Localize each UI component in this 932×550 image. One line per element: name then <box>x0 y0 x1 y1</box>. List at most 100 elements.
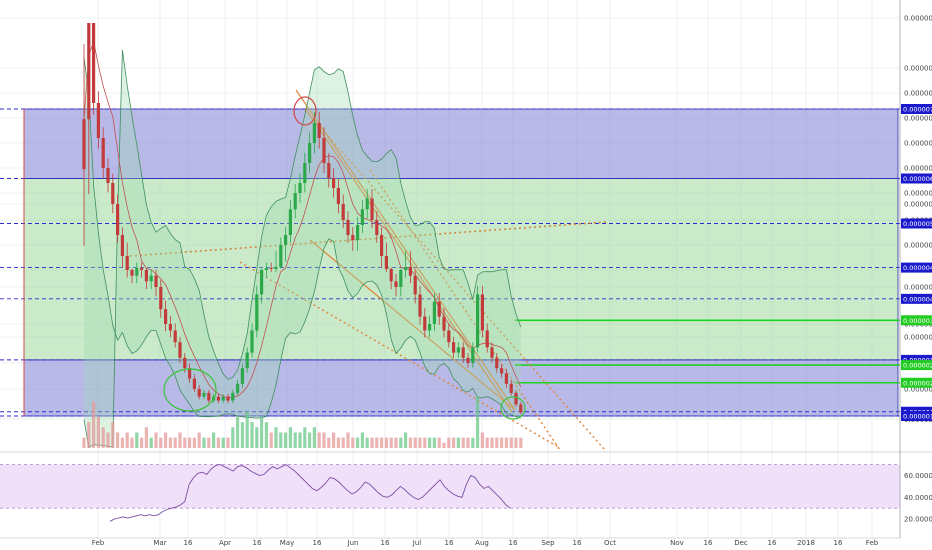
candle-body-41 <box>279 245 283 267</box>
price-tag-0 <box>901 104 932 114</box>
candle-body-47 <box>308 143 312 163</box>
trend-dotted-1 <box>304 109 606 451</box>
volume-bar-34 <box>245 411 249 448</box>
candle-body-85 <box>490 347 494 358</box>
x-tick-label-10: 16 <box>445 539 454 547</box>
candle-body-28 <box>216 396 220 401</box>
bband-mid <box>83 39 522 399</box>
candle-body-69 <box>413 275 417 295</box>
price-tag-label-1: 0.00000629 <box>903 175 932 183</box>
x-tick-label-9: Jul <box>412 539 422 547</box>
candle-body-70 <box>418 294 422 317</box>
volume-bar-10 <box>130 437 134 448</box>
volume-bar-54 <box>341 437 345 448</box>
zones-layer <box>23 108 899 417</box>
volume-bar-35 <box>250 422 254 448</box>
volume-bar-48 <box>312 427 316 448</box>
candle-body-11 <box>135 268 139 276</box>
trend-solid-2 <box>304 107 513 413</box>
price-tag-5 <box>901 315 932 326</box>
candle-body-55 <box>346 220 350 235</box>
volume-bar-5 <box>106 432 110 448</box>
volume-bar-4 <box>101 427 105 448</box>
candle-body-0 <box>82 119 86 170</box>
rsi-tick-label-0: 60.0000 <box>904 472 932 480</box>
y-tick-label-6: 0.00000600 <box>904 190 932 198</box>
x-tick-label-16: Nov <box>670 539 684 547</box>
volume-bar-84 <box>485 437 489 448</box>
candle-body-53 <box>336 188 340 204</box>
candle-body-22 <box>188 368 192 379</box>
candle-body-79 <box>461 347 465 358</box>
volume-bar-70 <box>418 437 422 448</box>
candle-body-80 <box>466 357 470 363</box>
price-tag-6 <box>901 354 932 365</box>
candle-body-31 <box>231 392 235 401</box>
candle-body-66 <box>399 270 403 287</box>
x-tick-label-4: 16 <box>253 539 262 547</box>
volume-bar-89 <box>509 437 513 448</box>
highlight-circles-layer <box>163 96 526 420</box>
volume-bar-87 <box>500 437 504 448</box>
candle-body-20 <box>178 342 182 358</box>
candle-body-46 <box>303 163 307 183</box>
candle-body-33 <box>240 368 244 384</box>
volume-bar-67 <box>404 432 408 448</box>
volume-bar-76 <box>447 437 451 448</box>
volume-bar-78 <box>456 437 460 448</box>
candle-body-44 <box>293 193 297 210</box>
volume-bar-16 <box>159 437 163 448</box>
top-highlight-circle <box>293 96 317 126</box>
y-tick-label-14: 0.00000350 <box>904 334 932 342</box>
price-tag-10 <box>901 411 932 421</box>
x-tick-label-12: 16 <box>509 539 518 547</box>
y-tick-label-3: 0.00000750 <box>904 115 932 123</box>
volume-bar-20 <box>178 432 182 448</box>
volume-bar-61 <box>375 437 379 448</box>
x-tick-label-19: 16 <box>768 539 777 547</box>
trend-dotted-2 <box>369 169 561 451</box>
volume-bar-83 <box>480 432 484 448</box>
candles-layer <box>82 23 523 415</box>
price-tag-label-7: 0.00000296 <box>903 362 932 370</box>
candle-body-12 <box>140 268 144 270</box>
volume-bar-80 <box>466 437 470 448</box>
bottom-highlight-circle-left <box>163 368 217 412</box>
candle-body-76 <box>447 330 451 343</box>
volume-bar-63 <box>384 437 388 448</box>
volume-bar-41 <box>279 432 283 448</box>
volume-bar-27 <box>212 432 216 448</box>
candle-body-35 <box>250 330 254 353</box>
upper-blue-zone <box>23 108 899 179</box>
volume-bar-47 <box>308 432 312 448</box>
candle-body-23 <box>192 378 196 389</box>
candle-body-51 <box>327 163 331 178</box>
volume-bar-38 <box>264 422 268 448</box>
volume-bar-74 <box>437 437 441 448</box>
volume-bar-68 <box>408 437 412 448</box>
candle-body-81 <box>471 347 475 363</box>
volume-bar-21 <box>183 437 187 448</box>
price-tags-layer: 0.00000768 0.00000629 0.00000543 0.00000474… <box>901 104 932 421</box>
trend-solid-3 <box>309 239 516 411</box>
volume-bar-12 <box>140 437 144 448</box>
volume-bar-6 <box>111 422 115 448</box>
volume-bar-39 <box>269 432 273 448</box>
volume-bar-36 <box>255 427 259 448</box>
candle-body-75 <box>442 316 446 331</box>
volume-bar-82 <box>476 396 480 448</box>
price-tag-label-8: 0.00000262 <box>903 379 932 387</box>
price-tag-label-10: 0.00000180 <box>903 413 932 421</box>
candle-body-14 <box>149 275 153 282</box>
candle-body-54 <box>341 204 345 220</box>
volume-bar-53 <box>336 437 340 448</box>
x-tick-label-17: 16 <box>704 539 713 547</box>
candle-body-86 <box>495 357 499 369</box>
candle-body-71 <box>423 316 427 331</box>
volume-bar-17 <box>164 432 168 448</box>
candle-body-43 <box>288 209 292 235</box>
y-tick-label-7: 0.00000580 <box>904 201 932 209</box>
rsi-panel: 60.0000 40.0000 20.0000 <box>0 451 932 524</box>
bband-fill <box>84 50 521 448</box>
